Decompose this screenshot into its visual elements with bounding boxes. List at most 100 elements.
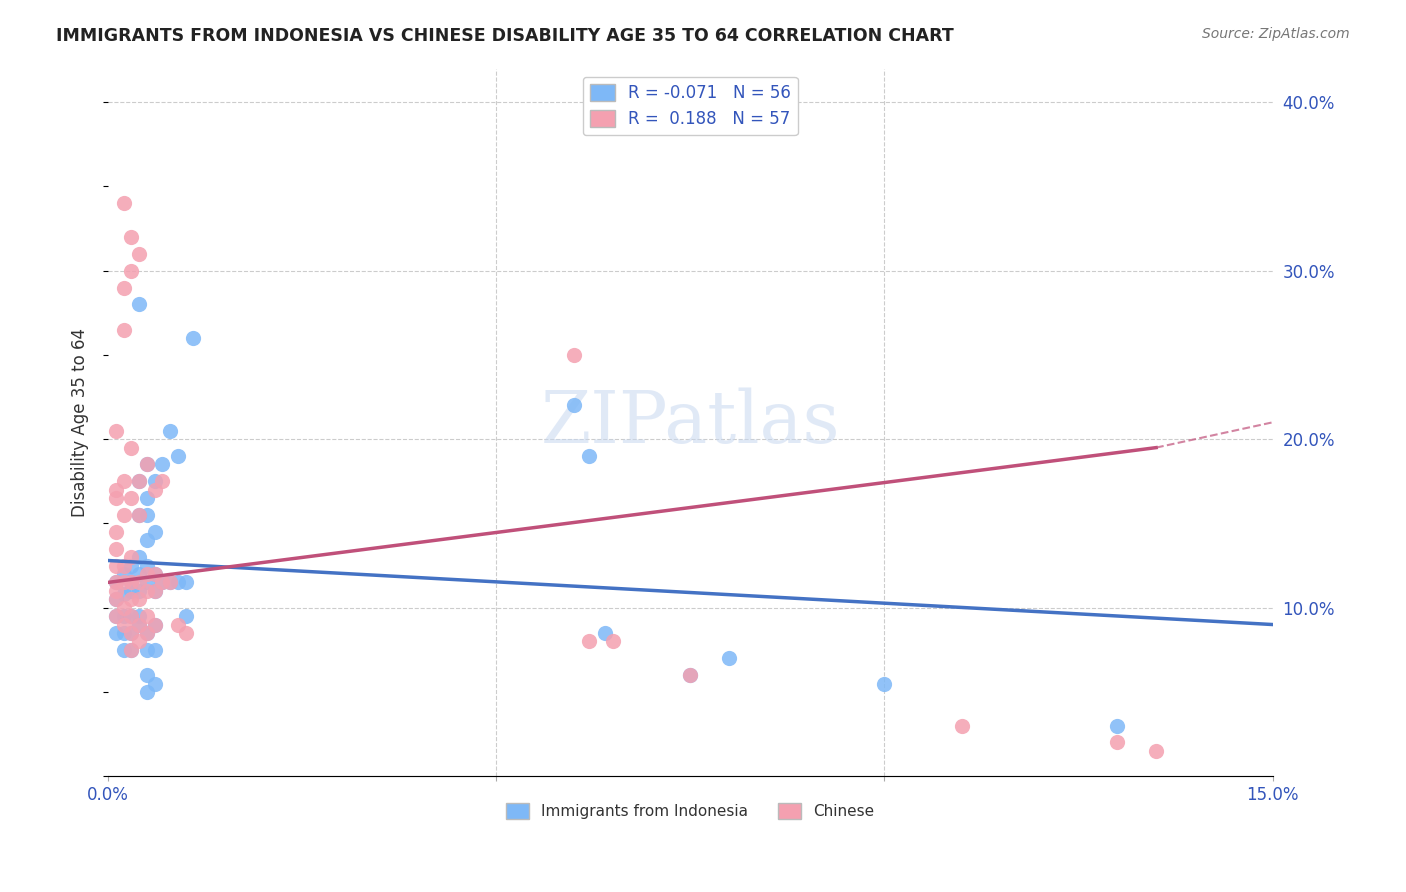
Point — [135, 685, 157, 699]
Point — [159, 424, 181, 438]
Point — [112, 475, 135, 489]
Point — [112, 575, 135, 590]
Point — [135, 575, 157, 590]
Point — [167, 617, 190, 632]
Point — [104, 541, 127, 556]
Point — [104, 583, 127, 598]
Point — [112, 323, 135, 337]
Point — [120, 609, 142, 624]
Point — [120, 575, 142, 590]
Point — [112, 196, 135, 211]
Point — [112, 566, 135, 581]
Point — [120, 230, 142, 244]
Point — [679, 668, 702, 682]
Point — [104, 524, 127, 539]
Point — [128, 617, 150, 632]
Point — [135, 668, 157, 682]
Point — [135, 583, 157, 598]
Point — [104, 626, 127, 640]
Point — [135, 626, 157, 640]
Point — [128, 550, 150, 565]
Point — [873, 676, 896, 690]
Point — [135, 491, 157, 505]
Point — [1107, 718, 1129, 732]
Point — [128, 297, 150, 311]
Point — [143, 676, 166, 690]
Point — [150, 475, 173, 489]
Point — [143, 617, 166, 632]
Point — [135, 458, 157, 472]
Point — [104, 483, 127, 497]
Point — [578, 449, 600, 463]
Point — [143, 483, 166, 497]
Point — [104, 592, 127, 607]
Point — [679, 668, 702, 682]
Point — [159, 575, 181, 590]
Point — [143, 617, 166, 632]
Point — [135, 642, 157, 657]
Text: Source: ZipAtlas.com: Source: ZipAtlas.com — [1202, 27, 1350, 41]
Point — [104, 592, 127, 607]
Point — [135, 533, 157, 548]
Point — [143, 566, 166, 581]
Point — [718, 651, 741, 665]
Point — [143, 475, 166, 489]
Point — [150, 575, 173, 590]
Point — [1144, 744, 1167, 758]
Point — [135, 558, 157, 573]
Point — [135, 626, 157, 640]
Point — [174, 609, 197, 624]
Point — [128, 609, 150, 624]
Point — [104, 609, 127, 624]
Y-axis label: Disability Age 35 to 64: Disability Age 35 to 64 — [72, 328, 89, 516]
Point — [128, 566, 150, 581]
Point — [174, 575, 197, 590]
Legend: Immigrants from Indonesia, Chinese: Immigrants from Indonesia, Chinese — [499, 797, 880, 825]
Point — [112, 626, 135, 640]
Point — [128, 583, 150, 598]
Point — [112, 558, 135, 573]
Point — [120, 441, 142, 455]
Point — [104, 575, 127, 590]
Point — [112, 617, 135, 632]
Point — [120, 263, 142, 277]
Point — [120, 592, 142, 607]
Point — [578, 634, 600, 648]
Point — [120, 550, 142, 565]
Point — [104, 491, 127, 505]
Point — [128, 592, 150, 607]
Point — [150, 575, 173, 590]
Point — [159, 575, 181, 590]
Point — [128, 617, 150, 632]
Point — [128, 634, 150, 648]
Point — [120, 583, 142, 598]
Point — [135, 458, 157, 472]
Point — [143, 583, 166, 598]
Point — [104, 424, 127, 438]
Point — [120, 626, 142, 640]
Text: IMMIGRANTS FROM INDONESIA VS CHINESE DISABILITY AGE 35 TO 64 CORRELATION CHART: IMMIGRANTS FROM INDONESIA VS CHINESE DIS… — [56, 27, 955, 45]
Text: ZIPatlas: ZIPatlas — [540, 387, 839, 458]
Point — [143, 524, 166, 539]
Point — [174, 626, 197, 640]
Point — [120, 642, 142, 657]
Point — [167, 575, 190, 590]
Point — [128, 475, 150, 489]
Point — [104, 575, 127, 590]
Point — [593, 626, 616, 640]
Point — [562, 399, 585, 413]
Point — [120, 491, 142, 505]
Point — [112, 600, 135, 615]
Point — [143, 583, 166, 598]
Point — [120, 642, 142, 657]
Point — [104, 558, 127, 573]
Point — [128, 247, 150, 261]
Point — [104, 609, 127, 624]
Point — [135, 609, 157, 624]
Point — [128, 475, 150, 489]
Point — [120, 609, 142, 624]
Point — [112, 587, 135, 601]
Point — [1107, 735, 1129, 749]
Point — [183, 331, 205, 345]
Point — [143, 642, 166, 657]
